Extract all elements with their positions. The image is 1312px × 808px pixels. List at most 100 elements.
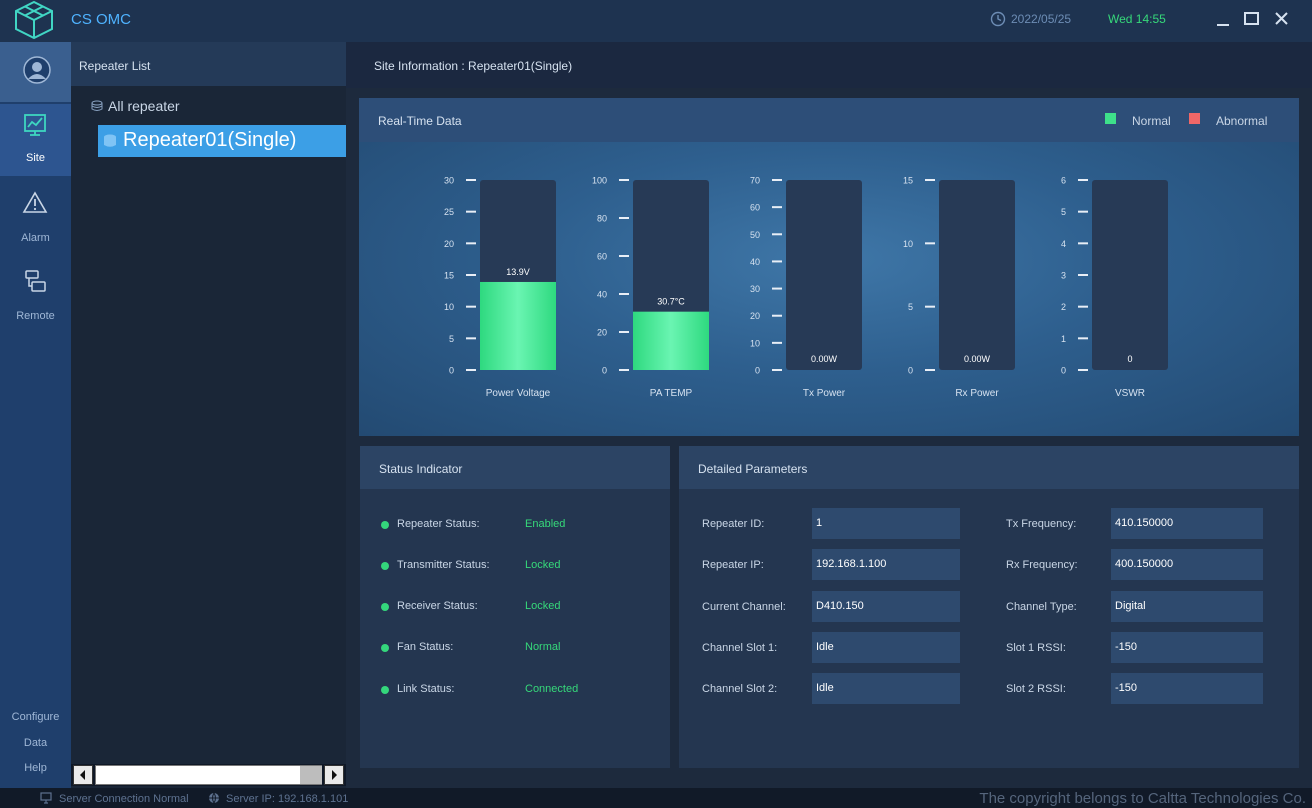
gauge-value-label: 30.7°C (657, 297, 685, 307)
gauge-tick-label: 15 (903, 176, 913, 186)
nav-data[interactable]: Data (23, 737, 48, 749)
database-icon (91, 100, 103, 111)
minimize-button[interactable] (1212, 8, 1236, 30)
status-indicator-title: Status Indicator (379, 462, 463, 476)
gauge-tx-power: 0 10 20 30 40 50 60 70 0.00W Tx Power (750, 176, 862, 399)
gauge-tick-label: 60 (750, 203, 760, 213)
gauge-pa-temp: 0 20 40 60 80 100 30.7°C PA TEMP (592, 176, 709, 399)
chart-monitor-icon (24, 114, 46, 136)
gauge-name-label: Power Voltage (486, 388, 551, 399)
status-value: Connected (525, 683, 579, 695)
nav-configure[interactable]: Configure (11, 711, 60, 723)
gauge-track (1092, 180, 1168, 370)
gauge-tick-label: 20 (597, 328, 607, 338)
right-arrow-icon (332, 770, 337, 780)
gauge-tick (619, 369, 629, 371)
nav-remote-label: Remote (16, 310, 55, 322)
gauge-tick-label: 10 (444, 302, 454, 312)
scroll-right-button[interactable] (324, 765, 344, 785)
repeater-list-header: Repeater List (71, 42, 346, 86)
gauge-tick-label: 20 (750, 311, 760, 321)
status-value: Enabled (525, 518, 566, 530)
status-label: Repeater Status: (397, 518, 480, 530)
tree-node-label: All repeater (108, 98, 180, 114)
gauge-rx-power: 0 5 10 15 0.00W Rx Power (903, 176, 1015, 399)
status-label: Fan Status: (397, 641, 454, 653)
repeater-list-title: Repeater List (79, 59, 151, 73)
nav-site-label: Site (26, 152, 45, 164)
tx-frequency-field: 410.150000 (1111, 508, 1263, 539)
gauge-tick (466, 337, 476, 340)
gauge-value-label: 0.00W (811, 354, 838, 364)
param-value: -150 (1115, 682, 1138, 694)
server-connection-status: Server Connection Normal (59, 793, 189, 805)
status-dot (381, 644, 389, 652)
param-label: Rx Frequency: (1006, 559, 1078, 571)
gauge-track (939, 180, 1015, 370)
gauge-tick-label: 20 (444, 239, 454, 249)
repeater-list-panel: Repeater List All repeater Repeater01(Si… (71, 42, 346, 788)
nav-remote[interactable]: Remote (0, 260, 71, 332)
param-label: Slot 2 RSSI: (1006, 683, 1066, 695)
detailed-parameters-panel: Detailed Parameters Repeater ID: 1 Repea… (679, 446, 1299, 768)
gauge-tick-label: 0 (1061, 366, 1066, 376)
nav-site[interactable]: Site (0, 104, 71, 176)
gauge-tick-label: 3 (1061, 271, 1066, 281)
gauge-tick-label: 0 (449, 366, 454, 376)
param-value: -150 (1115, 641, 1138, 653)
status-value: Normal (525, 641, 561, 653)
user-icon (23, 56, 51, 84)
gauge-name-label: VSWR (1115, 388, 1145, 399)
gauge-tick-label: 1 (1061, 334, 1066, 344)
param-label: Channel Type: (1006, 601, 1077, 613)
repeater-ip-field: 192.168.1.100 (812, 549, 960, 580)
gauge-tick (925, 369, 935, 371)
channel-slot1-field: Idle (812, 632, 960, 663)
gauge-tick-label: 10 (903, 239, 913, 249)
close-button[interactable] (1270, 8, 1294, 30)
maximize-button[interactable] (1240, 8, 1264, 30)
param-value: Idle (816, 682, 834, 694)
gauge-tick-label: 4 (1061, 239, 1066, 249)
gauge-tick (772, 260, 782, 263)
param-label: Channel Slot 1: (702, 642, 778, 654)
scroll-thumb[interactable] (300, 766, 322, 784)
param-label: Channel Slot 2: (702, 683, 778, 695)
database-icon (104, 134, 116, 147)
legend-normal-label: Normal (1132, 114, 1171, 128)
gauge-tick-label: 100 (592, 176, 607, 186)
gauge-tick-label: 30 (750, 284, 760, 294)
param-label: Current Channel: (702, 601, 786, 613)
user-avatar[interactable] (0, 42, 71, 102)
gauge-tick-label: 70 (750, 176, 760, 186)
gauge-name-label: PA TEMP (650, 388, 693, 399)
repeater-id-field: 1 (812, 508, 960, 539)
gauge-tick (1078, 369, 1088, 371)
status-label: Transmitter Status: (397, 559, 490, 571)
status-indicator-header: Status Indicator (360, 446, 670, 489)
scroll-track[interactable] (95, 765, 322, 785)
scroll-left-button[interactable] (73, 765, 93, 785)
tree-node-repeater01[interactable]: Repeater01(Single) (98, 125, 346, 157)
nav-alarm[interactable]: Alarm (0, 182, 71, 254)
param-label: Repeater IP: (702, 559, 764, 571)
current-time: Wed 14:55 (1108, 12, 1166, 26)
gauge-tick (772, 341, 782, 344)
site-info-title: Site Information : Repeater01(Single) (374, 59, 573, 73)
tree-node-all-repeater[interactable]: All repeater (91, 98, 180, 114)
horizontal-scrollbar[interactable] (71, 764, 346, 786)
status-indicator-panel: Status Indicator Repeater Status: Enable… (360, 446, 670, 768)
status-row-repeater: Repeater Status: Enabled (381, 518, 661, 534)
remote-devices-icon (25, 270, 46, 292)
gauge-name-label: Rx Power (955, 388, 999, 399)
slot2-rssi-field: -150 (1111, 673, 1263, 704)
status-label: Receiver Status: (397, 600, 478, 612)
gauge-tick (1078, 210, 1088, 213)
current-date: 2022/05/25 (1011, 12, 1072, 26)
current-channel-field: D410.150 (812, 591, 960, 622)
param-label: Slot 1 RSSI: (1006, 642, 1066, 654)
nav-help[interactable]: Help (24, 762, 47, 774)
globe-icon (209, 792, 219, 804)
channel-slot2-field: Idle (812, 673, 960, 704)
